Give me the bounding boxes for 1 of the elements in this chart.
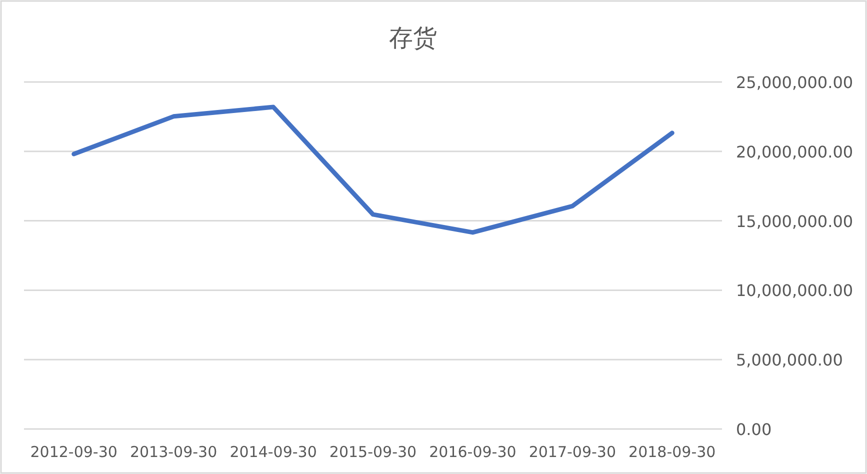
title: 存货 <box>389 24 437 52</box>
